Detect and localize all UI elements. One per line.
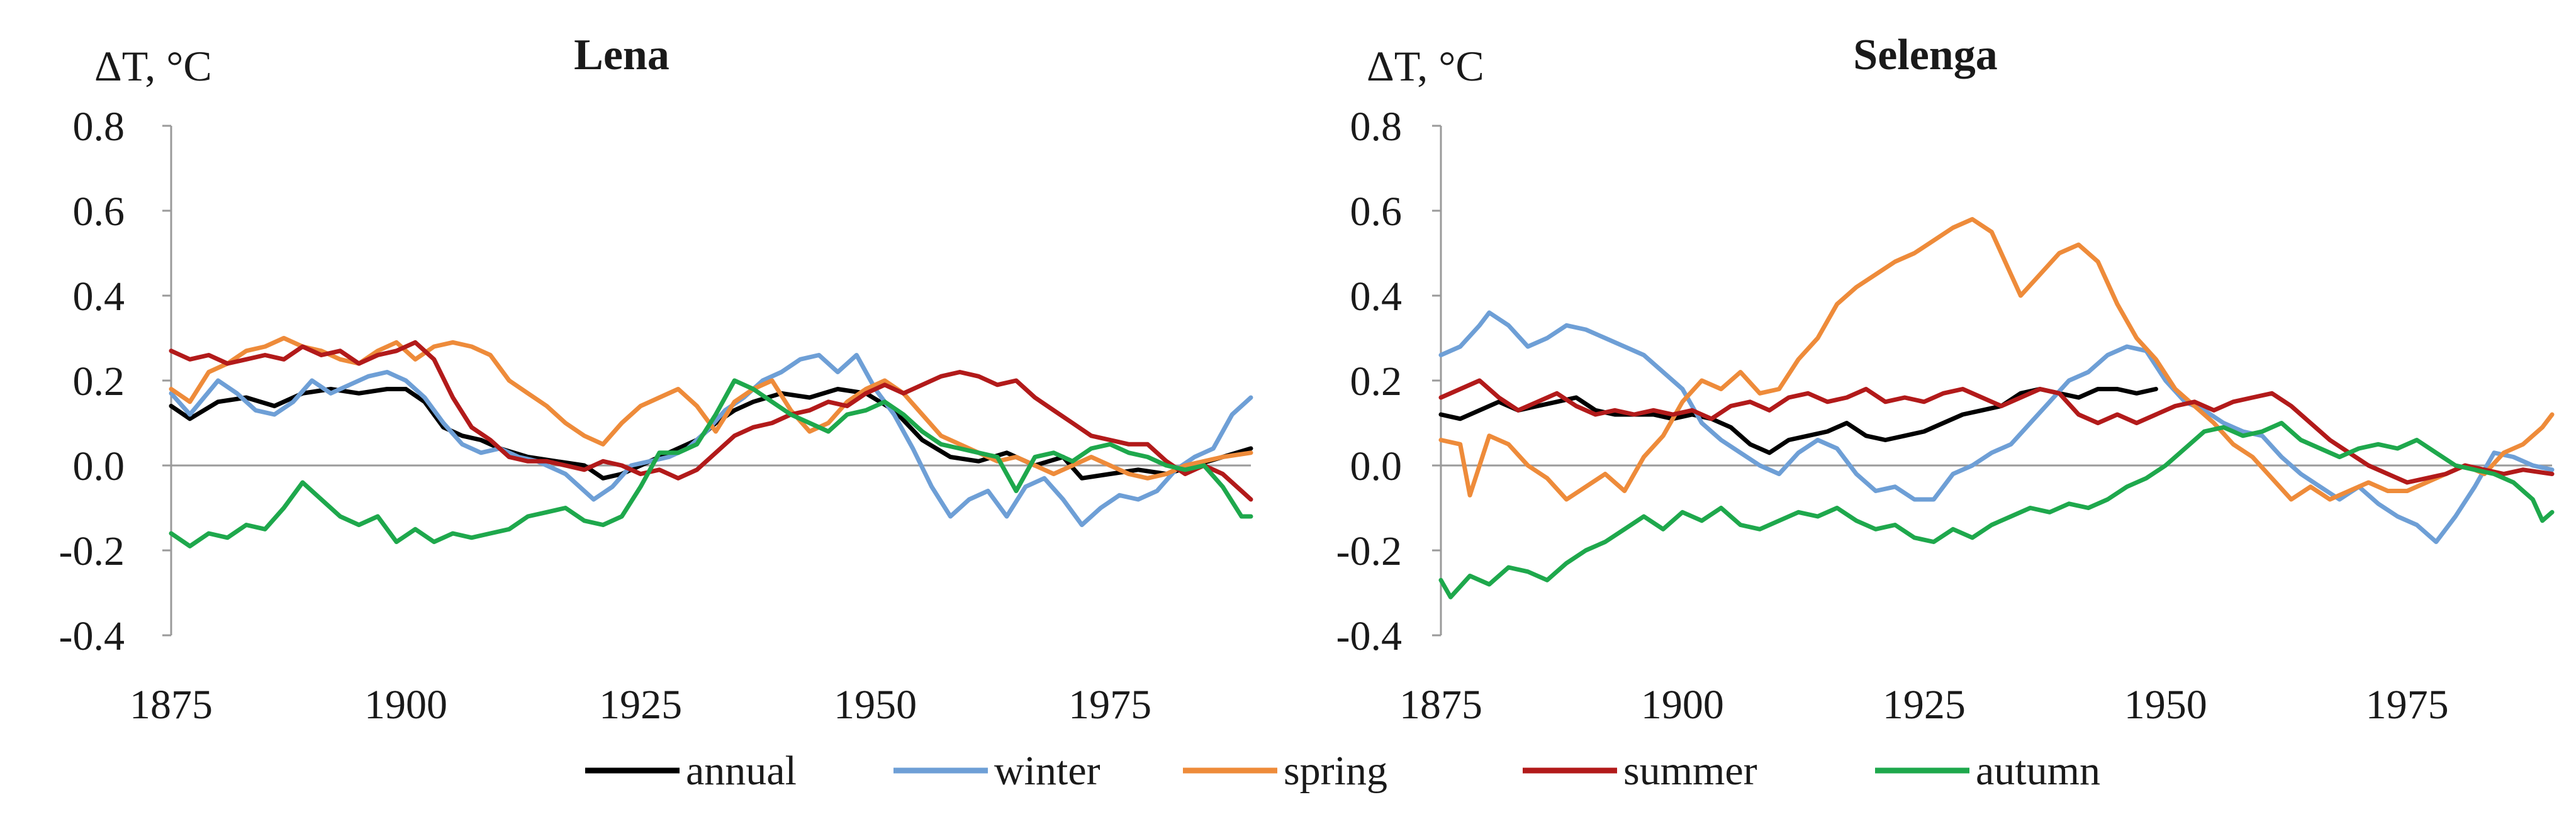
lena-y-tick-label: -0.4: [59, 613, 125, 659]
lena-y-tick-label: 0.4: [73, 274, 125, 320]
legend-label-winter: winter: [994, 748, 1100, 794]
lena-x-tick-label: 1975: [1068, 682, 1151, 728]
lena-y-tick-label: 0.6: [73, 189, 125, 235]
selenga-winter-line: [1438, 310, 2555, 544]
selenga-y-tick-label: 0.0: [1350, 443, 1403, 489]
lena-autumn-line: [169, 378, 1253, 548]
lena-x-tick-label: 1925: [599, 682, 682, 728]
lena-y-tick-label: 0.0: [73, 443, 125, 489]
lena-winter-line: [169, 353, 1253, 527]
selenga-y-tick-label: -0.2: [1336, 528, 1402, 574]
lena-x-tick-label: 1875: [130, 682, 213, 728]
lena-chart-title: Lena: [574, 31, 669, 79]
lena-panel: Lena ΔT, °C -0.4 -0.2 0.0 0.2 0.4 0.6 0.8 1875 190…: [59, 31, 1253, 728]
legend-label-summer: summer: [1623, 748, 1757, 794]
selenga-y-tick-label: 0.2: [1350, 359, 1403, 404]
selenga-summer-line: [1438, 378, 2555, 485]
selenga-x-tick-label: 1925: [1883, 682, 1966, 728]
lena-y-tick-label: 0.8: [73, 104, 125, 150]
legend-label-annual: annual: [686, 748, 797, 794]
lena-x-tick-label: 1950: [834, 682, 917, 728]
lena-annual-line: [169, 387, 1253, 481]
selenga-y-tick-label: 0.4: [1350, 274, 1403, 320]
legend-label-spring: spring: [1284, 748, 1387, 794]
legend-label-autumn: autumn: [1976, 748, 2100, 794]
legend: annual winter spring summer autumn: [585, 748, 2100, 794]
selenga-panel: Selenga ΔT, °C -0.4 -0.2 0.0 0.2 0.4 0.6 0.8 1875…: [1336, 31, 2555, 728]
lena-y-axis-label: ΔT, °C: [94, 42, 212, 90]
selenga-x-tick-label: 1950: [2124, 682, 2207, 728]
lena-y-tick-label: 0.2: [73, 359, 125, 404]
selenga-y-tick-label: -0.4: [1336, 613, 1402, 659]
lena-x-tick-label: 1900: [364, 682, 447, 728]
selenga-y-tick-label: 0.6: [1350, 189, 1403, 235]
selenga-y-tick-label: 0.8: [1350, 104, 1403, 150]
lena-y-tick-label: -0.2: [59, 528, 125, 574]
selenga-autumn-line: [1438, 421, 2555, 599]
selenga-spring-line: [1438, 217, 2555, 502]
selenga-x-tick-label: 1875: [1399, 682, 1482, 728]
lena-spring-line: [169, 336, 1253, 481]
selenga-y-axis-label: ΔT, °C: [1367, 42, 1484, 90]
lena-summer-line: [169, 340, 1253, 502]
selenga-x-tick-label: 1900: [1641, 682, 1724, 728]
selenga-x-tick-label: 1975: [2366, 682, 2449, 728]
selenga-chart-title: Selenga: [1853, 31, 1997, 79]
